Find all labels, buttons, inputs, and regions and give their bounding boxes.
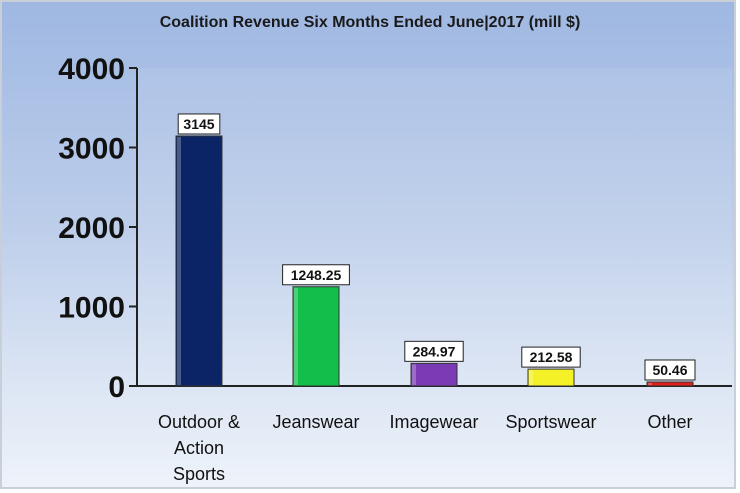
label-layer: 3145 1248.25 284.97 212.58 50.46 [177,113,696,381]
x-tick-label: Sportswear [505,412,596,432]
bar-highlight [294,287,298,385]
x-tick-label: Action [174,438,224,458]
y-tick-label: 3000 [58,133,125,166]
plot-area [137,68,732,386]
data-label: 1248.25 [291,267,342,283]
x-tick-label: Jeanswear [272,412,359,432]
bar [527,368,575,387]
bar [646,381,694,387]
axis-layer: 0 1000 2000 3000 4000 Outdoor & Action Sports Je… [58,53,732,484]
x-tick-label: Imagewear [389,412,478,432]
y-tick-label: 2000 [58,212,125,245]
data-label: 212.58 [530,349,573,365]
data-label-box [404,340,464,362]
data-label-box [282,264,350,286]
data-label-box [177,113,221,135]
bar-highlight [177,136,181,385]
y-tick-label: 4000 [58,53,125,86]
bar-layer [175,135,694,387]
y-tick-label: 1000 [58,292,125,325]
bar-highlight [648,382,652,385]
x-tick-label: Outdoor & [158,412,240,432]
bar-highlight [529,370,533,385]
chart-title: Coalition Revenue Six Months Ended June|… [160,14,581,31]
data-label: 50.46 [652,362,687,378]
data-label: 3145 [183,116,214,132]
data-label-box [644,359,696,381]
x-tick-label: Sports [173,464,225,484]
bar [175,135,223,387]
x-tick-label: Other [647,412,692,432]
bar [292,286,340,387]
bar [410,362,458,387]
data-label: 284.97 [413,343,456,359]
y-tick-label: 0 [108,371,125,404]
bar-highlight [412,364,416,385]
data-label-box [521,346,581,368]
